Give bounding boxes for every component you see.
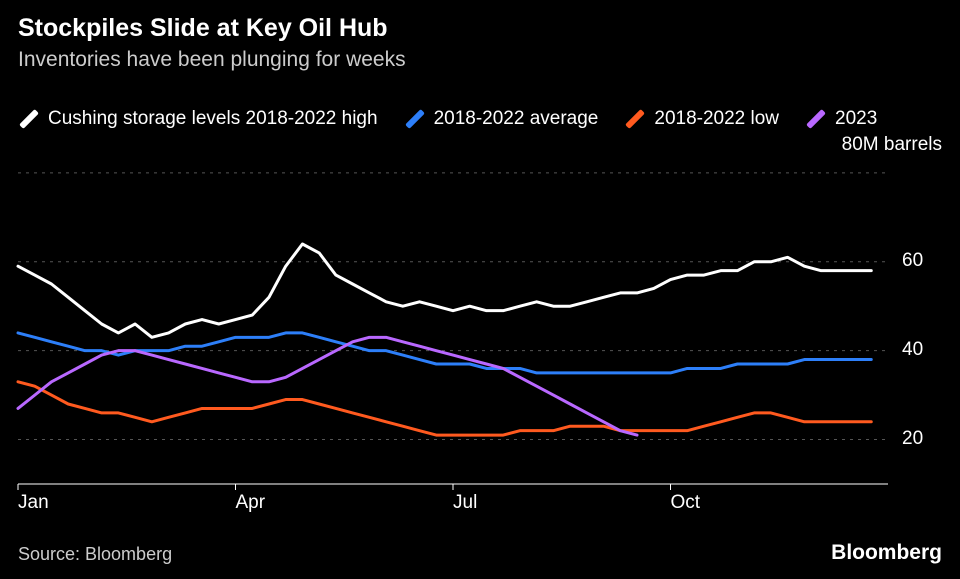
source-attribution: Source: Bloomberg xyxy=(18,544,172,565)
x-tick-label: Jul xyxy=(453,492,477,514)
y-axis-unit-label: 80M barrels xyxy=(842,134,942,156)
legend-swatch xyxy=(405,109,425,129)
y-tick-label: 60 xyxy=(902,250,923,272)
legend-swatch xyxy=(19,109,39,129)
legend-item: 2023 xyxy=(805,108,877,130)
brand-logo: Bloomberg xyxy=(831,541,942,565)
x-tick-label: Jan xyxy=(18,492,49,514)
legend-label: 2023 xyxy=(835,108,877,130)
legend-swatch xyxy=(806,109,826,129)
legend-label: 2018-2022 low xyxy=(654,108,779,130)
x-tick-label: Oct xyxy=(671,492,701,514)
y-tick-label: 40 xyxy=(902,339,923,361)
legend-swatch xyxy=(625,109,645,129)
legend-item: Cushing storage levels 2018-2022 high xyxy=(18,108,378,130)
chart-plot-area xyxy=(18,164,888,484)
chart-subtitle: Inventories have been plunging for weeks xyxy=(18,48,406,72)
series-2023 xyxy=(18,337,637,435)
series-low xyxy=(18,382,871,435)
legend-label: 2018-2022 average xyxy=(434,108,599,130)
y-tick-label: 20 xyxy=(902,428,923,450)
legend-item: 2018-2022 low xyxy=(624,108,779,130)
x-tick-label: Apr xyxy=(236,492,266,514)
legend-label: Cushing storage levels 2018-2022 high xyxy=(48,108,378,130)
chart-title: Stockpiles Slide at Key Oil Hub xyxy=(18,14,388,43)
series-high xyxy=(18,244,871,337)
legend: Cushing storage levels 2018-2022 high 201… xyxy=(18,108,877,130)
legend-item: 2018-2022 average xyxy=(404,108,599,130)
line-chart-svg xyxy=(18,164,888,484)
